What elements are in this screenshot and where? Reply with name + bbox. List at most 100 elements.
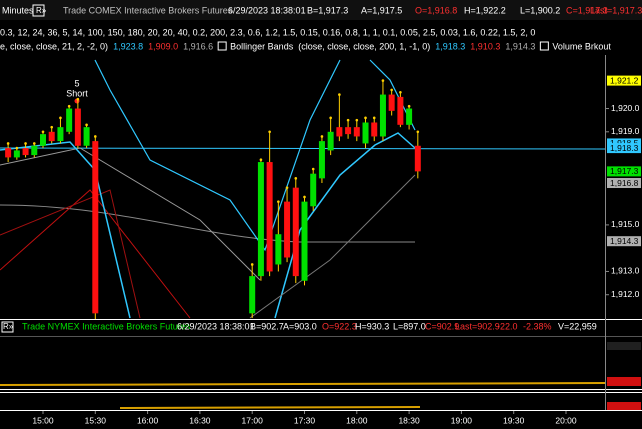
candle-body [66,108,73,132]
candle-body [284,201,291,258]
quote: A=903.0 [283,321,317,331]
quote: O=922.3 [322,321,357,331]
indicator-value: 1,914.3 [505,41,535,51]
candle-high-dot [59,116,62,120]
candle-body [397,96,404,125]
indicator-value: Volume Brkout [552,41,611,51]
x-tick-label: 19:00 [451,415,473,425]
candle-body [353,127,360,137]
candle-high-dot [294,177,298,180]
candle-body [379,94,386,137]
quote: -2.38% [523,321,552,331]
candle-high-dot [250,263,254,266]
price-marker [607,166,641,177]
price-marker-label: 1,916.8 [610,178,639,188]
candle-body [257,162,264,277]
texts: Minutes Trade COMEX Interactive Brokers … [0,5,535,331]
y-tick-label: 1,920.0 [611,103,640,113]
candle-body [345,127,352,135]
price-marker-label: 1,918.3 [610,143,639,153]
candle-body [406,108,413,125]
instrument: Trade NYMEX Interactive Brokers Futures [22,321,191,331]
header-bar [0,0,642,20]
indicator-value: 1,918.3 [435,41,465,51]
candle-high-dot [346,118,350,122]
quote: A=1,917.5 [361,5,402,15]
candle-body [292,187,299,277]
candle-body [5,148,12,158]
interval: Minutes [2,5,34,15]
datetime: 6/29/2023 18:38:01 [228,5,306,15]
volume-line [0,382,606,386]
y-tick-label: 1,919.0 [611,126,640,136]
y-tick-label: 1,912.0 [611,289,640,299]
signal-count: 5 [74,78,79,88]
candle-body [22,148,29,156]
candle-body [371,122,378,137]
candle-high-dot [311,167,315,171]
menu-button[interactable] [1,321,14,333]
quote: Last=1,917.3 [590,5,642,15]
price-marker [607,75,641,86]
candle-body [327,131,334,151]
indicator-value: 1,923.8 [113,41,143,51]
price-marker-label: 1,921.2 [610,75,639,85]
ma-line2 [249,174,416,319]
keltner-low [0,141,131,319]
instrument: Trade COMEX Interactive Brokers Futures [63,5,233,15]
checkbox[interactable] [539,41,549,51]
price-marker-label: 1,914.3 [610,236,639,246]
quote: C=1,917.3 [566,5,608,15]
candle-high-dot [364,116,367,120]
candles [5,79,421,319]
candle-high-dot [407,104,411,108]
candle-body [40,134,46,146]
x-tick-label: 15:00 [32,415,54,425]
price-marker [607,236,641,247]
candle-high-dot [329,116,332,120]
quote: H=1,922.2 [464,5,506,15]
signal-label: Short [66,88,88,98]
x-tick-label: 20:00 [555,415,577,425]
candle-high-dot [85,123,88,127]
candle-high-dot [6,142,10,145]
candle-high-dot [303,195,306,199]
ma-red2 [0,189,141,319]
volume-marker [607,402,641,410]
candle-body [74,108,81,146]
candle-body [92,141,99,314]
candle-high-dot [416,130,420,134]
bollinger-low [0,204,415,243]
candle-body [48,131,55,142]
quote: B=902.7 [250,321,284,331]
candle-body [388,94,395,111]
menu-button[interactable] [32,4,45,17]
candle-high-dot [372,116,376,120]
bollinger-mid [0,147,605,150]
price-marker [607,143,641,154]
candle-high-dot [24,142,27,145]
candle-high-dot [390,88,393,92]
candle-body [31,145,38,156]
indicator-value: 1,909.0 [148,41,178,51]
ma-line [0,147,261,281]
r-icon: R» [36,6,47,15]
candle-high-dot [94,135,97,138]
x-tick-label: 16:00 [137,415,159,425]
x-tick-label: 18:00 [346,415,368,425]
indicator-value: e, close, close, 21, 2, -2, 0) [0,41,108,51]
quote: -22.0 [497,321,518,331]
candle-body [318,141,325,179]
candle-high-dot [285,186,289,189]
x-tick-label: 19:30 [503,415,525,425]
ma-red [0,189,191,319]
quote: H=930.3 [355,321,389,331]
indicator-value: 1,916.6 [183,41,213,51]
quote: Last=902.9 [455,321,500,331]
candle-high-dot [381,79,385,82]
candle-high-dot [50,125,54,129]
volume-marker [607,377,641,386]
checkbox[interactable] [217,41,227,51]
candle-body [414,145,421,172]
